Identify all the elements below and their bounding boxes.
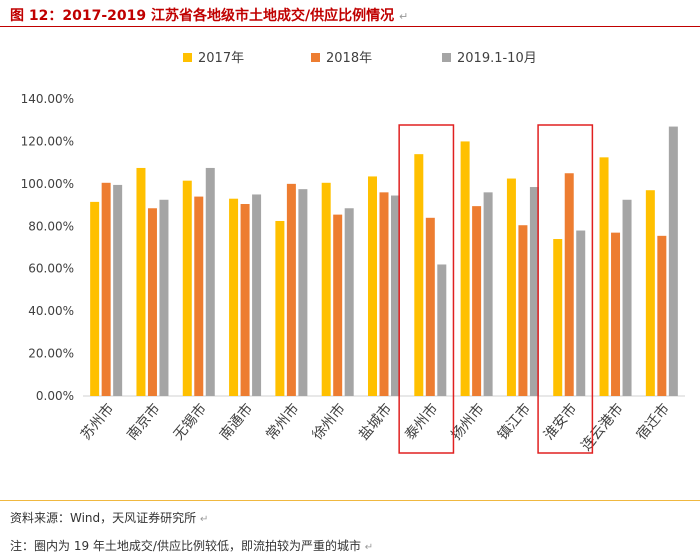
title-divider xyxy=(0,26,700,27)
highlight-boxes xyxy=(398,124,594,454)
bar xyxy=(333,214,343,396)
footer-divider xyxy=(0,500,700,501)
bar xyxy=(529,187,539,396)
bar xyxy=(368,176,377,396)
bar-chart: 2017年 2018年 2019.1-10月 0.00% 20.00% 40.00% 60… xyxy=(21,51,685,454)
bar xyxy=(645,190,655,396)
bar xyxy=(622,199,632,396)
bar xyxy=(391,195,400,396)
bar xyxy=(564,173,574,396)
bar xyxy=(275,220,285,396)
bar xyxy=(460,141,470,396)
bar xyxy=(437,264,447,396)
y-tick-label: 120.00% xyxy=(21,134,74,148)
bar xyxy=(240,204,250,396)
return-mark-icon: ↵ xyxy=(398,10,409,23)
figure-title: 图 12：2017-2019 江苏省各地级市土地成交/供应比例情况 ↵ xyxy=(10,5,408,25)
x-tick-label: 淮安市 xyxy=(540,400,580,443)
y-tick-label: 80.00% xyxy=(28,219,74,233)
source-note-text: 资料来源：Wind，天风证券研究所 xyxy=(10,511,197,525)
legend-label: 2019.1-10月 xyxy=(457,51,537,66)
x-tick-label: 南京市 xyxy=(124,400,164,443)
bar xyxy=(252,194,262,396)
bar xyxy=(506,178,516,396)
bar xyxy=(101,182,111,396)
legend-swatch xyxy=(311,53,320,62)
x-tick-label: 镇江市 xyxy=(494,400,534,443)
highlight-box xyxy=(398,124,455,454)
chart-legend: 2017年 2018年 2019.1-10月 xyxy=(183,51,537,66)
return-mark-icon: ↵ xyxy=(364,542,374,553)
bar xyxy=(344,208,354,396)
bar xyxy=(205,167,215,396)
y-tick-label: 20.00% xyxy=(28,347,74,361)
bar xyxy=(611,232,621,396)
legend-label: 2018年 xyxy=(326,51,372,66)
bar xyxy=(321,182,331,396)
y-tick-label: 60.00% xyxy=(28,262,74,276)
legend-swatch xyxy=(183,53,192,62)
y-tick-label: 40.00% xyxy=(28,304,74,318)
bar xyxy=(286,183,296,396)
bar xyxy=(90,201,100,396)
bar xyxy=(229,198,239,396)
bar xyxy=(518,225,528,396)
x-tick-label: 宿迁市 xyxy=(633,400,673,443)
chart-bars xyxy=(90,126,678,396)
bar xyxy=(472,206,482,396)
figure-title-text: 图 12：2017-2019 江苏省各地级市土地成交/供应比例情况 xyxy=(10,8,395,24)
bar xyxy=(668,126,678,396)
bar xyxy=(599,157,609,396)
footnote-text: 注：圈内为 19 年土地成交/供应比例较低，即流拍较为严重的城市 xyxy=(10,539,361,553)
bar xyxy=(159,199,169,396)
bar xyxy=(147,208,157,396)
bar xyxy=(379,192,389,396)
bar xyxy=(136,167,146,396)
x-tick-label: 徐州市 xyxy=(309,400,349,443)
bar xyxy=(483,192,493,396)
y-tick-label: 0.00% xyxy=(36,389,74,403)
bar xyxy=(553,239,563,396)
bar xyxy=(425,217,435,396)
x-tick-label: 南通市 xyxy=(216,400,256,443)
bar xyxy=(113,184,123,396)
return-mark-icon: ↵ xyxy=(200,514,209,525)
x-tick-label: 连云港市 xyxy=(578,400,627,454)
source-note: 资料来源：Wind，天风证券研究所 ↵ xyxy=(10,509,208,526)
y-tick-label: 140.00% xyxy=(21,92,74,106)
bar xyxy=(182,180,192,396)
bar xyxy=(298,189,308,396)
x-tick-label: 泰州市 xyxy=(401,400,441,443)
x-tick-label: 无锡市 xyxy=(170,400,210,443)
x-tick-label: 盐城市 xyxy=(355,400,395,443)
x-tick-label: 苏州市 xyxy=(77,400,117,443)
bar xyxy=(576,230,586,396)
bar xyxy=(414,154,424,396)
bar xyxy=(657,235,667,396)
legend-label: 2017年 xyxy=(198,51,244,66)
footnote: 注：圈内为 19 年土地成交/供应比例较低，即流拍较为严重的城市 ↵ xyxy=(10,537,373,554)
highlight-box xyxy=(537,124,594,454)
x-tick-label: 常州市 xyxy=(262,400,302,443)
bar xyxy=(194,196,204,396)
legend-swatch xyxy=(442,53,451,62)
y-tick-label: 100.00% xyxy=(21,177,74,191)
